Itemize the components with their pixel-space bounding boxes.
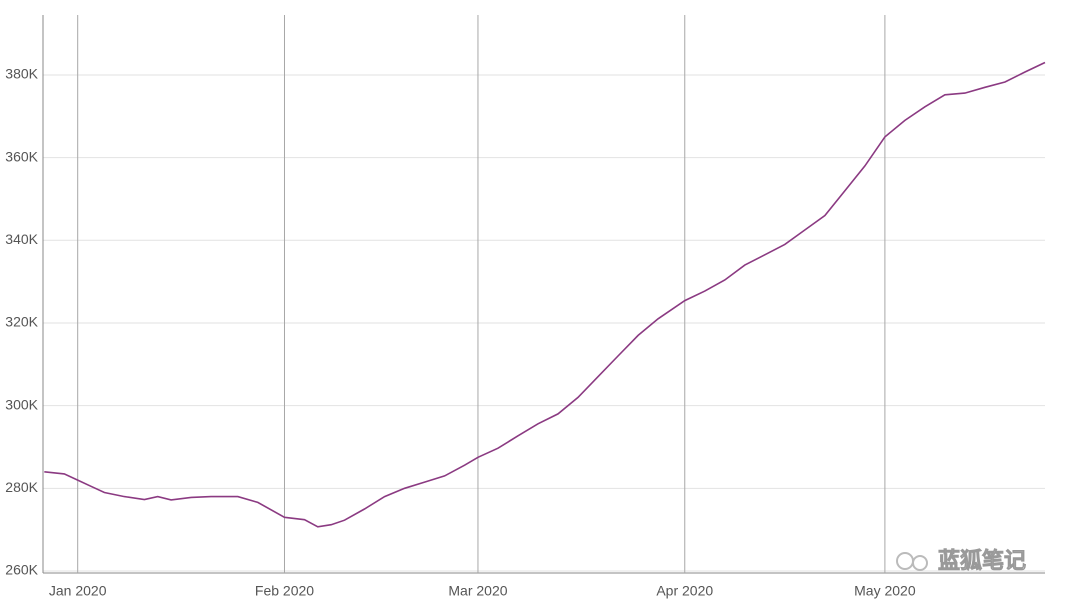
watermark: 蓝狐笔记 (938, 548, 1026, 573)
watermark-icon (896, 552, 914, 570)
x-tick-label: Feb 2020 (255, 583, 314, 599)
y-tick-label: 300K (5, 396, 38, 412)
y-tick-label: 380K (5, 66, 38, 82)
x-tick-label: Apr 2020 (656, 583, 713, 599)
y-tick-label: 320K (5, 314, 38, 330)
data-line (44, 61, 1046, 528)
x-tick-label: Mar 2020 (448, 583, 507, 599)
y-tick-label: 340K (5, 231, 38, 247)
x-tick-label: May 2020 (854, 583, 916, 599)
y-tick-label: 280K (5, 479, 38, 495)
y-tick-label: 360K (5, 148, 38, 164)
y-tick-label: 260K (5, 562, 38, 578)
x-tick-label: Jan 2020 (49, 583, 107, 599)
watermark-icon (912, 555, 928, 571)
watermark-group: 蓝狐笔记 (896, 547, 1026, 573)
